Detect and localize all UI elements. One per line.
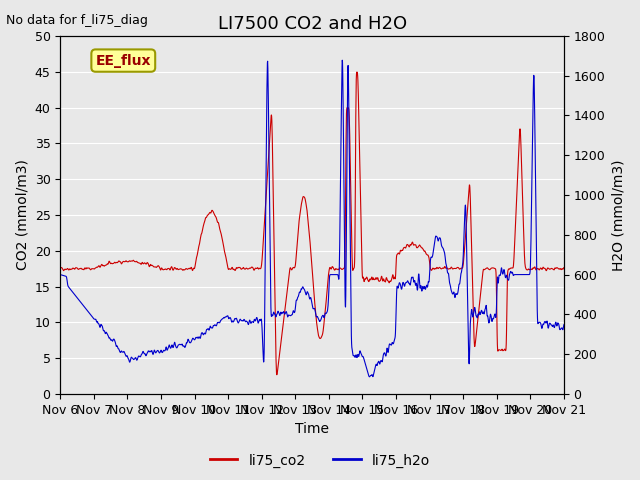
Y-axis label: H2O (mmol/m3): H2O (mmol/m3): [611, 159, 625, 271]
Title: LI7500 CO2 and H2O: LI7500 CO2 and H2O: [218, 15, 406, 33]
li75_h2o: [560, 322, 568, 328]
Line: li75_h2o: li75_h2o: [60, 60, 564, 377]
li75_co2: [273, 372, 280, 378]
li75_h2o: [530, 72, 538, 78]
li75_co2: [353, 69, 361, 75]
Y-axis label: CO2 (mmol/m3): CO2 (mmol/m3): [15, 159, 29, 270]
li75_h2o: [56, 272, 64, 277]
li75_co2: [326, 265, 334, 271]
li75_co2: [516, 128, 524, 133]
li75_h2o: [516, 272, 524, 277]
li75_co2: [56, 265, 64, 271]
li75_h2o: [365, 374, 373, 380]
Text: No data for f_li75_diag: No data for f_li75_diag: [6, 14, 148, 27]
li75_h2o: [337, 129, 345, 135]
li75_h2o: [197, 334, 205, 339]
Text: EE_flux: EE_flux: [95, 54, 151, 68]
X-axis label: Time: Time: [295, 422, 329, 436]
li75_co2: [337, 266, 345, 272]
li75_co2: [560, 265, 568, 271]
li75_co2: [458, 265, 466, 271]
li75_co2: [197, 234, 205, 240]
li75_co2: [530, 265, 538, 271]
Line: li75_co2: li75_co2: [60, 72, 564, 375]
Legend: li75_co2, li75_h2o: li75_co2, li75_h2o: [204, 448, 436, 473]
li75_h2o: [339, 57, 346, 63]
li75_h2o: [326, 272, 334, 277]
li75_h2o: [458, 263, 466, 269]
